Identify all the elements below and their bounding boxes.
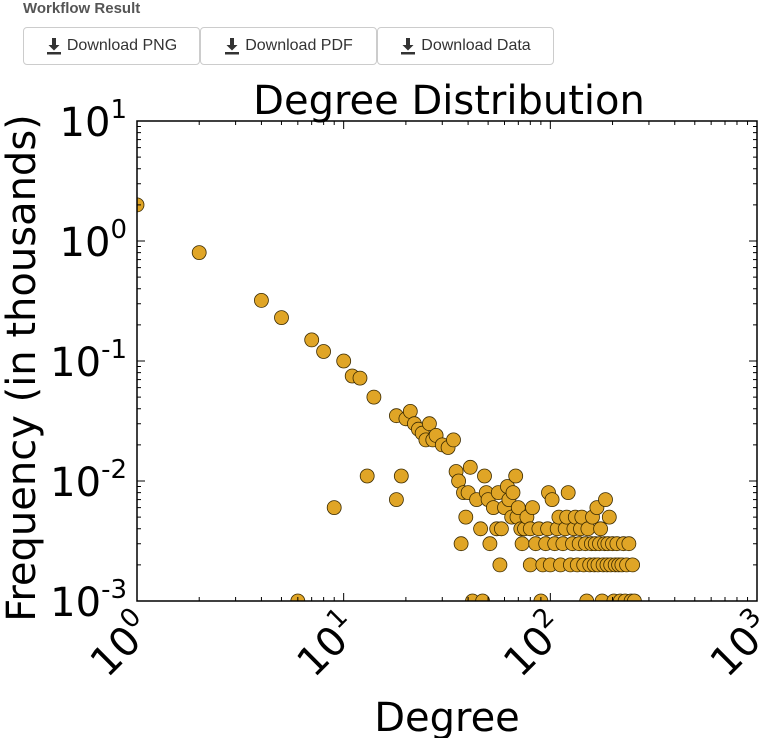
data-point [625, 557, 640, 573]
download-icon [224, 37, 240, 55]
data-point [402, 403, 418, 419]
x-tick-label: 102 [492, 602, 576, 686]
data-point [359, 468, 375, 484]
download-data-button[interactable]: Download Data [377, 27, 554, 65]
y-tick-label: 10-3 [50, 575, 127, 626]
data-point [525, 500, 540, 516]
data-point [352, 370, 368, 386]
data-point [475, 593, 490, 601]
data-point [458, 509, 474, 525]
data-point [393, 468, 409, 484]
data-point [446, 432, 461, 448]
download-icon [46, 37, 62, 55]
data-point [421, 416, 437, 432]
page-title: Workflow Result [23, 0, 141, 17]
points-layer [137, 197, 642, 601]
data-point [462, 459, 478, 475]
data-point [560, 485, 576, 501]
plot-frame [136, 120, 758, 602]
download-pdf-label: Download PDF [245, 37, 353, 54]
data-point [593, 521, 608, 537]
data-point [336, 353, 352, 369]
data-point [326, 500, 342, 516]
download-icon [400, 37, 416, 55]
data-point [598, 492, 613, 508]
y-tick-label: 10-2 [50, 455, 127, 506]
x-axis-label: Degree [374, 695, 520, 738]
data-point [388, 492, 404, 508]
x-tick-label: 101 [285, 602, 369, 686]
data-point [522, 557, 538, 573]
data-point [508, 468, 524, 484]
data-point [493, 521, 509, 537]
x-tick-label: 103 [698, 602, 776, 686]
data-point [544, 492, 560, 508]
y-tick-label: 101 [60, 95, 127, 146]
data-point [274, 310, 289, 326]
data-point [621, 536, 637, 552]
y-tick-label: 10-1 [50, 335, 127, 386]
data-point [594, 593, 610, 601]
data-point [366, 389, 382, 405]
data-point [453, 536, 469, 552]
y-axis-label: Frequency (in thousands) [0, 114, 45, 622]
download-pdf-button[interactable]: Download PDF [200, 27, 377, 65]
data-point [579, 593, 595, 601]
chart-title: Degree Distribution [253, 78, 645, 124]
download-png-label: Download PNG [66, 37, 178, 54]
download-data-label: Download Data [421, 37, 531, 54]
data-point [477, 468, 492, 484]
download-png-button[interactable]: Download PNG [23, 27, 200, 65]
data-point [304, 332, 320, 348]
data-point [514, 536, 530, 552]
data-point [473, 521, 489, 537]
data-point [505, 485, 521, 501]
data-point [253, 292, 269, 308]
y-tick-label: 100 [60, 215, 127, 266]
data-point [191, 245, 207, 261]
data-point [627, 593, 642, 601]
data-point [316, 344, 332, 359]
data-point [601, 509, 617, 525]
data-point [482, 536, 498, 552]
degree-distribution-chart: Degree Distribution 10-3 10-2 10-1 100 101 10… [0, 78, 776, 738]
data-point [492, 557, 508, 573]
